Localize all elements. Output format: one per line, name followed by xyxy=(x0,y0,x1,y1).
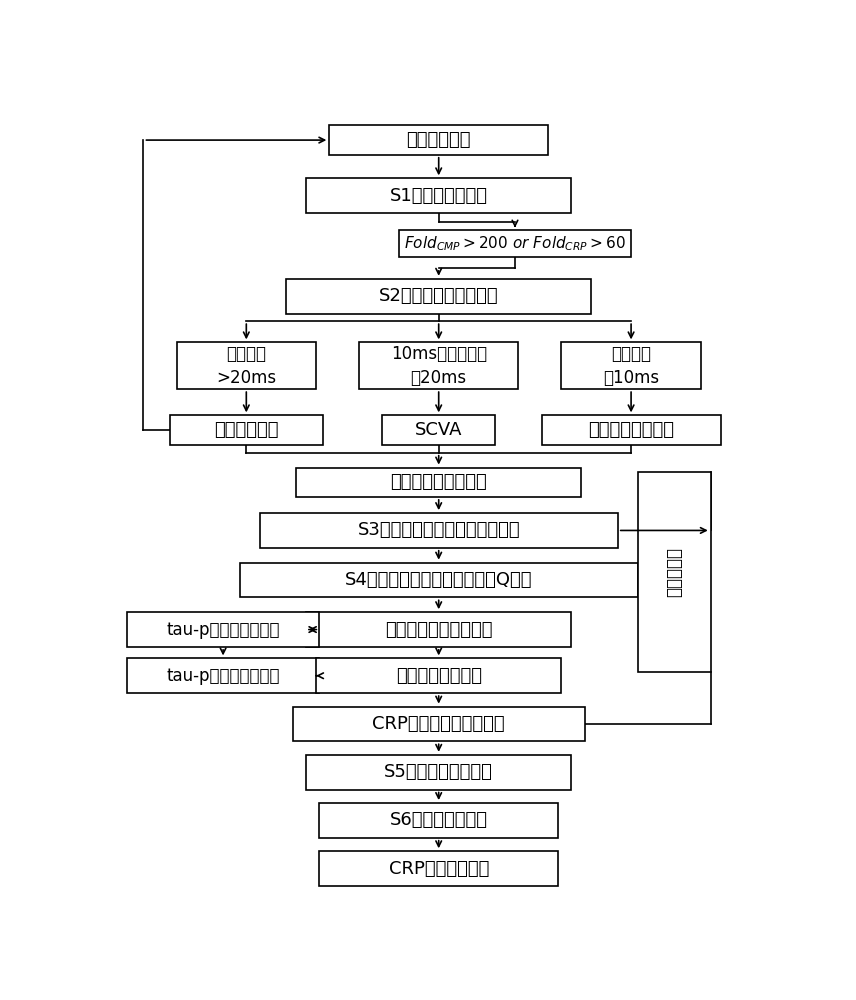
Text: $Fold_{CMP}>200\ or\ Fold_{CRP}>60$: $Fold_{CMP}>200\ or\ Fold_{CRP}>60$ xyxy=(404,235,626,253)
Text: 信噪比过低: 信噪比过低 xyxy=(665,547,683,597)
Text: CRP道集相干叠加: CRP道集相干叠加 xyxy=(389,860,489,878)
Text: 消除剩余时差的道集: 消除剩余时差的道集 xyxy=(390,473,487,491)
Text: 数据重构回时空域: 数据重构回时空域 xyxy=(395,667,482,685)
FancyBboxPatch shape xyxy=(638,472,710,672)
Text: 加权空间中值滤波: 加权空间中值滤波 xyxy=(588,421,674,439)
FancyBboxPatch shape xyxy=(319,803,558,838)
FancyBboxPatch shape xyxy=(383,415,495,445)
FancyBboxPatch shape xyxy=(330,125,548,155)
Text: S4、基于时频分析的稳定性反Q滤波: S4、基于时频分析的稳定性反Q滤波 xyxy=(345,571,532,589)
FancyBboxPatch shape xyxy=(259,513,618,548)
Text: tau-p域相干噪音压制: tau-p域相干噪音压制 xyxy=(166,621,280,639)
Text: 加权最小二乘拉东变换: 加权最小二乘拉东变换 xyxy=(385,621,492,639)
FancyBboxPatch shape xyxy=(293,707,585,741)
Text: 叠前地震数据: 叠前地震数据 xyxy=(407,131,471,149)
Text: S6、反褶积后去噪: S6、反褶积后去噪 xyxy=(389,811,488,829)
Text: 剩余时差
>20ms: 剩余时差 >20ms xyxy=(217,345,276,387)
Text: 10ms＜剩余时差
＜20ms: 10ms＜剩余时差 ＜20ms xyxy=(390,345,487,387)
FancyBboxPatch shape xyxy=(306,755,571,790)
FancyBboxPatch shape xyxy=(240,563,638,597)
FancyBboxPatch shape xyxy=(316,658,562,693)
FancyBboxPatch shape xyxy=(359,342,518,389)
FancyBboxPatch shape xyxy=(399,230,631,257)
FancyBboxPatch shape xyxy=(306,178,571,213)
Text: 剩余时差
＜10ms: 剩余时差 ＜10ms xyxy=(603,345,659,387)
FancyBboxPatch shape xyxy=(170,415,323,445)
FancyBboxPatch shape xyxy=(127,612,319,647)
Text: S3、基于预测误差随机噪音压制: S3、基于预测误差随机噪音压制 xyxy=(358,521,520,539)
FancyBboxPatch shape xyxy=(306,612,571,647)
FancyBboxPatch shape xyxy=(127,658,319,693)
FancyBboxPatch shape xyxy=(176,342,316,389)
Text: S1、覆盖次数判断: S1、覆盖次数判断 xyxy=(389,187,488,205)
Text: S5、时变脉冲反褶积: S5、时变脉冲反褶积 xyxy=(384,763,493,781)
FancyBboxPatch shape xyxy=(542,415,721,445)
Text: SCVA: SCVA xyxy=(415,421,462,439)
FancyBboxPatch shape xyxy=(286,279,591,314)
FancyBboxPatch shape xyxy=(319,851,558,886)
FancyBboxPatch shape xyxy=(296,468,581,497)
Text: S2、剩余时差类型分析: S2、剩余时差类型分析 xyxy=(379,287,498,305)
Text: 重新速度分析: 重新速度分析 xyxy=(214,421,278,439)
FancyBboxPatch shape xyxy=(562,342,701,389)
Text: tau-p域残余噪音压制: tau-p域残余噪音压制 xyxy=(166,667,280,685)
Text: CRP道集高频信噪比评估: CRP道集高频信噪比评估 xyxy=(372,715,505,733)
